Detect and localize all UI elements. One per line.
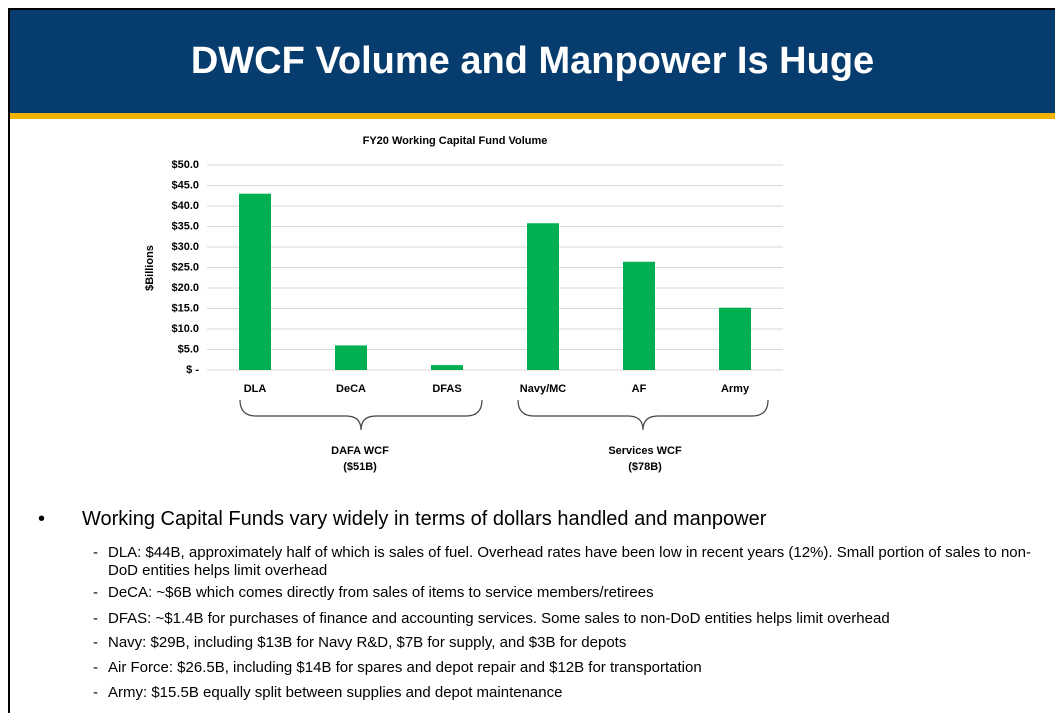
- brace: [517, 399, 769, 431]
- slide-title: DWCF Volume and Manpower Is Huge: [10, 10, 1055, 113]
- chart: FY20 Working Capital Fund Volume $Billio…: [144, 135, 783, 473]
- y-tick-label: $30.0: [171, 241, 199, 253]
- x-tick-label: Navy/MC: [520, 383, 567, 395]
- bar: [527, 223, 559, 370]
- sub-bullet-dash: -: [93, 544, 98, 561]
- sub-bullet: Air Force: $26.5B, including $14B for sp…: [108, 659, 702, 676]
- sub-bullet-dash: -: [93, 634, 98, 651]
- y-tick-label: $40.0: [171, 200, 199, 212]
- stripe: [10, 113, 1055, 119]
- sub-bullet: DLA: $44B, approximately half of which i…: [108, 544, 1031, 579]
- group-total: ($51B): [343, 461, 377, 473]
- x-tick-label: AF: [632, 383, 647, 395]
- x-tick-label: Army: [721, 383, 750, 395]
- bar: [239, 193, 271, 370]
- y-axis-label: $Billions: [144, 245, 156, 291]
- sub-bullet: Army: $15.5B equally split between suppl…: [108, 684, 563, 701]
- sub-bullet: DFAS: ~$1.4B for purchases of finance an…: [108, 610, 890, 627]
- sub-bullet-dash: -: [93, 684, 98, 701]
- y-tick-label: $10.0: [171, 323, 199, 335]
- x-tick-label: DeCA: [336, 383, 366, 395]
- y-tick-label: $20.0: [171, 282, 199, 294]
- sub-bullet-dash: -: [93, 584, 98, 601]
- sub-bullet: DeCA: ~$6B which comes directly from sal…: [108, 584, 654, 601]
- bar: [431, 365, 463, 370]
- frame: [8, 8, 1055, 713]
- brace: [239, 399, 483, 431]
- main-bullet: Working Capital Funds vary widely in ter…: [82, 508, 767, 530]
- bar: [335, 345, 367, 370]
- x-tick-label: DFAS: [432, 383, 461, 395]
- bar: [719, 307, 751, 370]
- group-label: DAFA WCF: [331, 445, 389, 457]
- bullet-dot: •: [38, 508, 46, 530]
- y-tick-label: $45.0: [171, 179, 199, 191]
- group-total: ($78B): [628, 461, 662, 473]
- y-tick-label: $ -: [186, 364, 199, 376]
- chart-title: FY20 Working Capital Fund Volume: [363, 135, 548, 147]
- y-tick-label: $5.0: [178, 343, 199, 355]
- y-tick-label: $15.0: [171, 302, 199, 314]
- x-tick-label: DLA: [244, 383, 267, 395]
- sub-bullet: Navy: $29B, including $13B for Navy R&D,…: [108, 634, 627, 651]
- sub-bullet-dash: -: [93, 610, 98, 627]
- y-tick-label: $50.0: [171, 159, 199, 171]
- sub-bullet-dash: -: [93, 659, 98, 676]
- y-tick-label: $25.0: [171, 261, 199, 273]
- group-label: Services WCF: [608, 445, 682, 457]
- bar: [623, 261, 655, 370]
- y-tick-label: $35.0: [171, 220, 199, 232]
